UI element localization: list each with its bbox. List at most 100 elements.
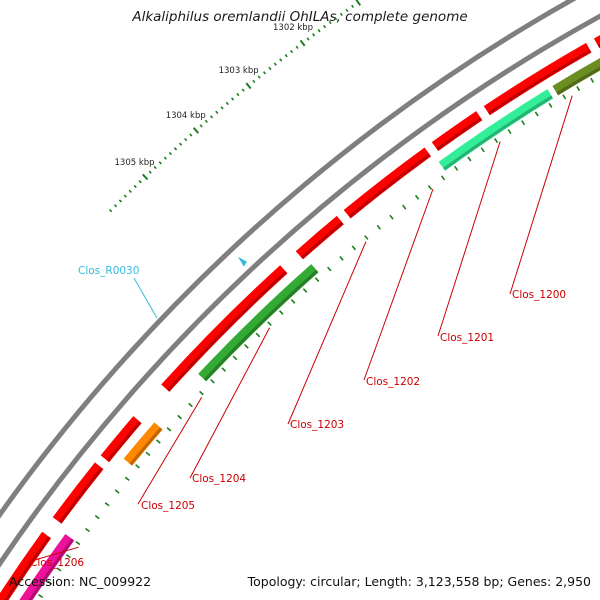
- minor-tick: [241, 88, 245, 92]
- major-tick: [245, 82, 252, 90]
- minor-tick: [138, 180, 142, 184]
- inner-tick: [364, 235, 369, 240]
- cds-red-5-body[interactable]: [295, 215, 344, 260]
- major-tick: [192, 127, 200, 134]
- cds-clos_1206-body[interactable]: [8, 533, 75, 600]
- inner-tick: [124, 476, 130, 482]
- cds-clos_1203[interactable]: [198, 264, 319, 382]
- leader-line: [437, 141, 501, 337]
- cds-clos_1201-body[interactable]: [438, 89, 554, 171]
- inner-tick: [534, 111, 539, 117]
- cds-red-7[interactable]: [431, 111, 483, 152]
- cds-red-6[interactable]: [343, 147, 432, 219]
- inner-tick: [135, 464, 140, 469]
- minor-tick: [306, 37, 310, 41]
- inner-tick: [427, 185, 433, 190]
- minor-tick: [339, 12, 343, 17]
- cds-clos_1201-shade: [443, 95, 553, 171]
- cds-red-4-shade: [166, 270, 288, 392]
- cds-red-2-shade: [58, 467, 104, 524]
- cds-clos_1200-body[interactable]: [552, 27, 600, 96]
- inner-tick: [454, 165, 459, 171]
- rna-feature-marker[interactable]: [237, 256, 247, 267]
- inner-tick: [548, 102, 553, 108]
- minor-tick: [225, 101, 229, 106]
- cds-red-9-body[interactable]: [593, 9, 600, 49]
- scale-tick-label: 1302 kbp: [273, 23, 313, 33]
- inner-tick: [494, 138, 499, 144]
- gene-label-clos_1200[interactable]: Clos_1200: [512, 289, 566, 301]
- gene-label-clos_1206[interactable]: Clos_1206: [30, 557, 84, 569]
- inner-tick: [590, 77, 595, 83]
- cds-red-8[interactable]: [483, 42, 592, 116]
- cds-red-4[interactable]: [161, 265, 288, 392]
- cds-clos_1204[interactable]: [123, 422, 163, 466]
- cds-clos_1204-body[interactable]: [123, 422, 163, 466]
- gene-label-clos_1204[interactable]: Clos_1204: [192, 473, 246, 485]
- cds-clos_1206-shade: [28, 538, 74, 600]
- cds-red-3[interactable]: [100, 416, 142, 463]
- cds-clos_1203-body[interactable]: [198, 264, 319, 382]
- minor-tick: [215, 110, 219, 115]
- inner-tick: [221, 367, 227, 372]
- cds-red-8-body[interactable]: [483, 42, 592, 116]
- inner-tick: [177, 414, 183, 420]
- gene-label-clos_1203[interactable]: Clos_1203: [290, 419, 344, 431]
- inner-tick: [85, 527, 90, 533]
- cds-clos_1206[interactable]: [8, 533, 75, 600]
- minor-tick: [262, 71, 267, 75]
- minor-tick: [184, 137, 188, 142]
- minor-tick: [345, 8, 349, 13]
- feature-labels: Clos_1200 Clos_1201 Clos_1202 Clos_1203 Clos…: [27, 95, 573, 569]
- inner-tick: [188, 402, 193, 408]
- inner-tick: [389, 214, 394, 220]
- minor-tick: [351, 4, 355, 9]
- inner-tick: [440, 175, 446, 181]
- inner-tick: [38, 594, 44, 599]
- inner-tick: [199, 390, 204, 396]
- minor-tick: [268, 66, 272, 71]
- inner-tick: [576, 85, 581, 92]
- inner-tick: [521, 120, 526, 126]
- cds-red-1[interactable]: [0, 531, 52, 600]
- cds-red-6-body[interactable]: [343, 147, 432, 219]
- inner-tick: [155, 439, 161, 444]
- cds-red-7-shade: [436, 117, 483, 151]
- minor-tick: [148, 170, 152, 174]
- minor-tick: [236, 92, 240, 97]
- minor-tick: [279, 58, 283, 62]
- cds-red-5[interactable]: [295, 215, 344, 260]
- minor-tick: [290, 49, 294, 54]
- cds-features: [0, 9, 600, 600]
- gene-label-clos_1202[interactable]: Clos_1202: [366, 376, 420, 388]
- genome-stats-text: Topology: circular; Length: 3,123,558 bp…: [247, 574, 591, 589]
- cds-clos_1201[interactable]: [438, 89, 554, 171]
- gene-label-clos_r0030[interactable]: Clos_R0030: [78, 265, 139, 277]
- inner-tick: [402, 204, 407, 210]
- cds-red-4-body[interactable]: [161, 265, 288, 392]
- minor-tick: [123, 194, 127, 198]
- gene-label-clos_1205[interactable]: Clos_1205: [141, 500, 195, 512]
- cds-red-2-body[interactable]: [52, 462, 104, 524]
- minor-tick: [163, 156, 167, 160]
- inner-tick: [47, 580, 53, 585]
- cds-red-2[interactable]: [52, 462, 104, 524]
- cds-red-9-shade: [597, 43, 600, 48]
- leader-line: [509, 95, 573, 295]
- minor-tick: [204, 119, 208, 124]
- inner-tick: [56, 567, 62, 572]
- scale-tick-label: 1303 kbp: [219, 66, 259, 76]
- inner-tick: [267, 321, 272, 327]
- cds-red-9[interactable]: [593, 9, 600, 49]
- cds-red-7-body[interactable]: [431, 111, 483, 152]
- minor-tick: [113, 204, 118, 208]
- minor-tick: [295, 45, 299, 49]
- cds-red-1-body[interactable]: [0, 531, 52, 600]
- cds-red-3-body[interactable]: [100, 416, 142, 463]
- inner-tick: [302, 288, 308, 293]
- major-tick: [142, 173, 149, 181]
- cds-clos_1200[interactable]: [552, 27, 600, 96]
- gene-label-clos_1201[interactable]: Clos_1201: [440, 332, 494, 344]
- inner-tick: [351, 245, 357, 251]
